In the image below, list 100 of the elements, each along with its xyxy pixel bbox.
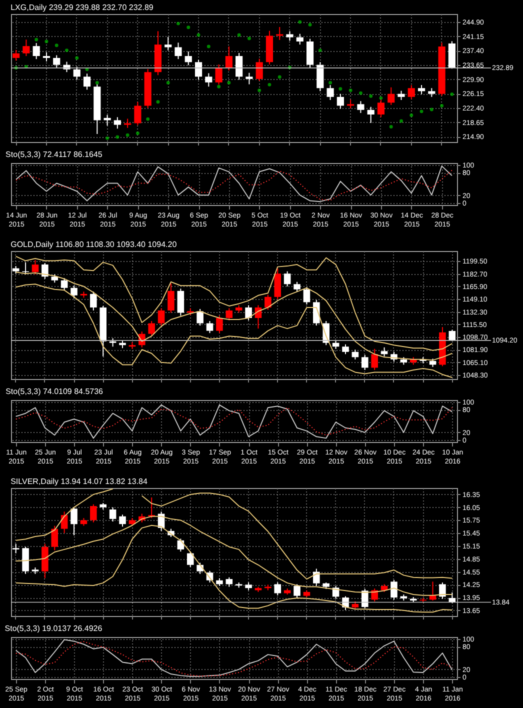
candlestick	[296, 33, 304, 46]
candlestick	[206, 320, 214, 334]
point	[54, 44, 58, 48]
candlestick	[22, 546, 29, 574]
point	[268, 82, 272, 86]
point	[298, 20, 302, 24]
point	[369, 94, 373, 98]
candlestick	[284, 270, 291, 287]
point	[217, 84, 221, 88]
chart-title: LXG,Daily 239.29 239.88 232.70 232.89	[10, 3, 154, 12]
point	[318, 48, 322, 52]
point	[126, 133, 130, 137]
point	[328, 81, 332, 85]
line-series	[15, 256, 453, 351]
point	[156, 100, 160, 104]
chart-title: Sto(5,3,3) 72.4117 86.1645	[6, 150, 103, 159]
candlestick	[184, 50, 192, 66]
chart-title: SILVER,Daily 13.94 14.07 13.82 13.84	[10, 477, 148, 486]
point	[410, 114, 414, 117]
candlestick	[371, 348, 378, 370]
candlestick	[70, 506, 78, 536]
candlestick	[226, 576, 233, 588]
candlestick	[225, 46, 232, 72]
point	[379, 96, 383, 100]
candlestick	[367, 106, 374, 124]
point	[146, 117, 150, 121]
candlestick	[194, 59, 202, 80]
point	[258, 88, 262, 92]
point	[95, 81, 99, 85]
candlestick	[42, 262, 48, 280]
candlestick	[352, 349, 359, 360]
candlestick	[51, 525, 58, 551]
point	[450, 92, 454, 96]
candlestick	[256, 58, 263, 82]
candlestick	[390, 579, 398, 600]
candlestick	[134, 101, 142, 126]
point	[237, 33, 241, 37]
candlestick	[306, 38, 314, 68]
point	[358, 91, 362, 95]
point	[196, 33, 200, 37]
point	[34, 38, 38, 42]
point	[420, 110, 424, 114]
candlestick	[12, 49, 20, 62]
candlestick	[42, 52, 50, 62]
point	[106, 136, 110, 140]
candlestick	[164, 36, 172, 51]
candlestick	[174, 42, 182, 60]
candlestick	[186, 551, 194, 568]
candlestick	[148, 496, 155, 519]
point	[247, 36, 251, 40]
candlestick	[357, 100, 364, 114]
candlestick	[316, 62, 324, 92]
candlestick	[362, 354, 368, 370]
candlestick	[60, 278, 68, 291]
candlestick	[303, 286, 310, 305]
candlestick	[90, 291, 97, 311]
point	[75, 56, 79, 60]
line-series	[15, 284, 453, 378]
candlestick	[70, 285, 78, 299]
candlestick	[286, 30, 294, 42]
candlestick	[276, 26, 284, 40]
point	[348, 88, 352, 92]
chart-title: Sto(5,3,3) 19.0137 26.4926	[4, 624, 103, 633]
candlestick	[380, 346, 388, 357]
point	[44, 40, 48, 44]
point	[206, 44, 210, 48]
candlestick	[418, 84, 426, 95]
candlestick	[83, 73, 91, 90]
candlestick	[196, 308, 204, 326]
point	[278, 75, 282, 79]
point	[400, 119, 403, 123]
point	[166, 81, 170, 85]
candlestick	[274, 268, 282, 300]
candlestick	[388, 86, 395, 106]
point	[176, 22, 180, 26]
point	[186, 26, 190, 30]
chart-title: GOLD,Daily 1106.80 1108.30 1093.40 1094.20	[10, 240, 178, 249]
candlestick	[408, 84, 415, 100]
candlestick	[32, 260, 39, 275]
candlestick	[362, 588, 368, 609]
point	[116, 135, 120, 139]
point	[389, 124, 393, 128]
point	[227, 81, 231, 85]
candlestick	[90, 504, 97, 523]
point	[430, 108, 434, 112]
candlestick	[205, 72, 212, 88]
candlestick	[109, 506, 116, 522]
candlestick	[148, 320, 155, 337]
candlestick	[398, 90, 405, 100]
candlestick	[168, 282, 174, 314]
candlestick	[124, 118, 132, 128]
candlestick	[294, 584, 300, 598]
candlestick	[439, 582, 446, 600]
candlestick	[342, 344, 349, 355]
candlestick	[274, 582, 282, 596]
candlestick	[246, 72, 253, 85]
candlestick	[294, 281, 300, 292]
candlestick	[104, 114, 111, 126]
candlestick	[326, 84, 334, 100]
candlestick	[177, 288, 184, 316]
